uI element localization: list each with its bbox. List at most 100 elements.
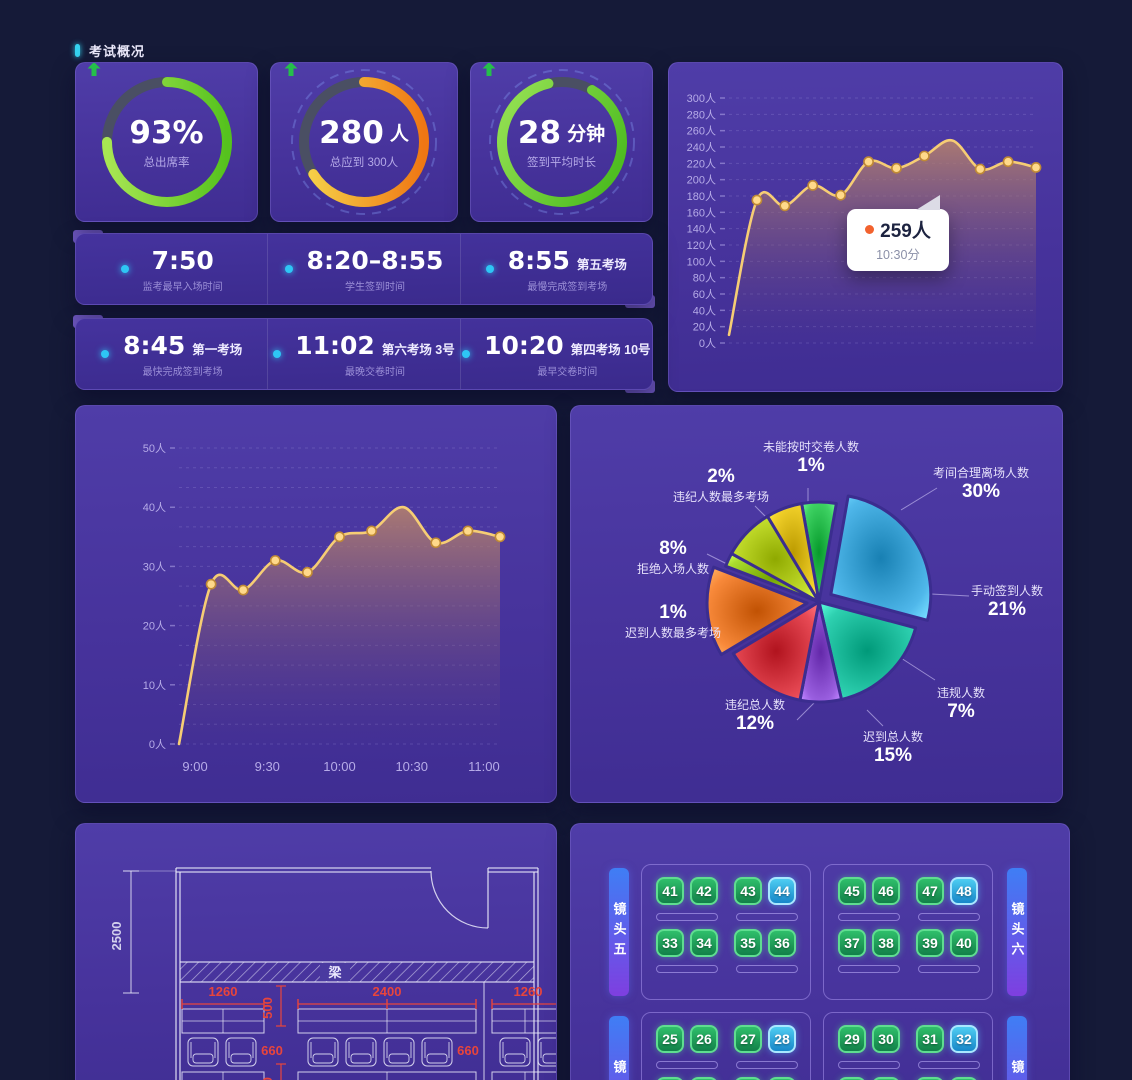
desk-icon bbox=[656, 913, 718, 921]
signin-trend-chart-panel: 0人 20人 40人 60人 80人 100人 120人 140人 160人 180人 200人 22… bbox=[668, 62, 1063, 392]
svg-text:180人: 180人 bbox=[687, 190, 716, 203]
gauge-value: 28 bbox=[517, 114, 562, 151]
svg-text:200人: 200人 bbox=[687, 174, 716, 187]
gauge-label: 签到平均时长 bbox=[527, 156, 596, 169]
seat-41[interactable]: 41 bbox=[656, 877, 684, 905]
gauge-value-line: 28 分钟 bbox=[482, 63, 606, 151]
seat-47[interactable]: 47 bbox=[916, 877, 944, 905]
svg-text:9:00: 9:00 bbox=[182, 759, 207, 774]
camera-label-left: 镜头五 bbox=[609, 868, 629, 996]
bullet-dot-icon bbox=[462, 350, 471, 358]
seat-27[interactable]: 27 bbox=[734, 1025, 762, 1053]
seat-42[interactable]: 42 bbox=[690, 877, 718, 905]
pie-slice-5[interactable] bbox=[705, 565, 809, 657]
up-arrow-icon bbox=[284, 63, 298, 76]
gauge-unit: 分钟 bbox=[567, 124, 606, 145]
pie-slice-4[interactable] bbox=[731, 600, 821, 702]
seat-31[interactable]: 31 bbox=[916, 1025, 944, 1053]
series-markers bbox=[751, 150, 1042, 212]
svg-text:30人: 30人 bbox=[143, 560, 166, 573]
gauge-value-line: 280 人 bbox=[284, 63, 409, 151]
seat-33[interactable]: 33 bbox=[656, 929, 684, 957]
time-stat-value: 7:50 bbox=[151, 245, 214, 275]
svg-text:1260: 1260 bbox=[514, 984, 543, 999]
time-stat-label: 最晚交卷时间 bbox=[344, 366, 405, 378]
time-stat-line: 8:55 第五考场 bbox=[508, 246, 627, 275]
floorplan-panel: 梁 2500 1260 2400 1260 500 660 660 500 bbox=[75, 823, 557, 1080]
seat-35[interactable]: 35 bbox=[734, 929, 762, 957]
exam-distribution-pie bbox=[705, 487, 970, 727]
pie-slice-2[interactable] bbox=[817, 600, 918, 701]
pie-label-pct: 8% bbox=[659, 538, 687, 559]
svg-text:10:30: 10:30 bbox=[395, 759, 428, 774]
svg-text:40人: 40人 bbox=[143, 501, 166, 514]
time-stat-line: 11:02 第六考场 3号 bbox=[295, 331, 455, 360]
gauge-unit: 人 bbox=[389, 124, 409, 145]
pie-label-1: 考间合理离场人数 30% bbox=[933, 464, 1029, 503]
svg-text:100人: 100人 bbox=[687, 255, 716, 268]
pie-label-name: 违纪人数最多考场 bbox=[672, 490, 770, 504]
desk-icon bbox=[736, 1061, 798, 1069]
seat-34[interactable]: 34 bbox=[690, 929, 718, 957]
camera-label-text: 镜头五 bbox=[611, 902, 627, 962]
room-trend-chart: 0人 10人 20人 30人 40人 50人 9:00 9:30 10:00 10:30 11:00 bbox=[143, 442, 506, 774]
time-stat-line: 7:50 bbox=[143, 246, 223, 275]
area-fill bbox=[179, 507, 500, 744]
seat-38[interactable]: 38 bbox=[872, 929, 900, 957]
time-stat-suffix: 第一考场 bbox=[192, 342, 243, 357]
time-stat-item: 11:02 第六考场 3号最晚交卷时间 bbox=[267, 319, 459, 389]
desk-icon bbox=[838, 913, 900, 921]
pie-slice-8[interactable] bbox=[765, 502, 821, 604]
time-stats-row-1: 7:50 监考最早入场时间 8:20–8:55 学生签到时间 8:55 第五考场 最慢完成签… bbox=[73, 230, 655, 308]
bullet-dot-icon bbox=[485, 265, 494, 273]
seat-39[interactable]: 39 bbox=[916, 929, 944, 957]
pie-label-7: 8% 拒绝入场人数 bbox=[637, 538, 709, 577]
tooltip-time: 10:30分 bbox=[876, 248, 920, 262]
exam-distribution-pie-panel: 未能按时交卷人数 1% 考间合理离场人数 30% 手动签到人数 21% 违规人数 7% 迟到总人… bbox=[570, 405, 1063, 803]
pie-label-name: 迟到人数最多考场 bbox=[624, 626, 722, 640]
svg-text:9:30: 9:30 bbox=[255, 759, 280, 774]
gauge-value-line: 93% bbox=[87, 63, 204, 151]
desk-icon bbox=[838, 965, 900, 973]
seat-block: 41 42 43 44 33 34 35 36 bbox=[641, 864, 811, 1000]
seat-30[interactable]: 30 bbox=[872, 1025, 900, 1053]
seat-29[interactable]: 29 bbox=[838, 1025, 866, 1053]
svg-text:280人: 280人 bbox=[687, 108, 716, 121]
time-stat-item: 8:45 第一考场 最快完成签到考场 bbox=[76, 319, 267, 389]
seat-45[interactable]: 45 bbox=[838, 877, 866, 905]
seat-block: 29 30 31 32 bbox=[823, 1012, 993, 1080]
seat-46[interactable]: 46 bbox=[872, 877, 900, 905]
x-axis-labels: 9:00 9:30 10:00 10:30 11:00 bbox=[182, 759, 499, 774]
time-stat-label: 最早交卷时间 bbox=[537, 366, 598, 378]
seat-48[interactable]: 48 bbox=[950, 877, 978, 905]
pie-label-pct: 12% bbox=[735, 713, 775, 734]
seat-44[interactable]: 44 bbox=[768, 877, 796, 905]
seat-32[interactable]: 32 bbox=[950, 1025, 978, 1053]
svg-text:10人: 10人 bbox=[143, 679, 166, 692]
desk-icon bbox=[656, 965, 718, 973]
time-stat-main: 10:20 第四考场 10号 最早交卷时间 bbox=[484, 331, 650, 378]
desk-icon bbox=[918, 913, 980, 921]
svg-text:10:00: 10:00 bbox=[323, 759, 356, 774]
svg-text:80人: 80人 bbox=[693, 272, 716, 285]
seat-26[interactable]: 26 bbox=[690, 1025, 718, 1053]
time-stat-main: 11:02 第六考场 3号最晚交卷时间 bbox=[295, 331, 455, 378]
pie-slice-1[interactable] bbox=[829, 494, 933, 622]
svg-text:220人: 220人 bbox=[687, 157, 716, 170]
gauge-label: 总出席率 bbox=[143, 156, 190, 169]
svg-text:11:00: 11:00 bbox=[468, 759, 500, 774]
seat-25[interactable]: 25 bbox=[656, 1025, 684, 1053]
pie-label-name: 未能按时交卷人数 bbox=[762, 440, 860, 454]
gauge-card-signin-duration: 28 分钟签到平均时长 bbox=[470, 62, 653, 222]
time-stat-suffix: 第五考场 bbox=[576, 257, 627, 272]
seat-37[interactable]: 37 bbox=[838, 929, 866, 957]
up-arrow-icon bbox=[482, 63, 495, 76]
seat-43[interactable]: 43 bbox=[734, 877, 762, 905]
time-stat-label: 监考最早入场时间 bbox=[142, 281, 223, 293]
time-stat-main: 8:55 第五考场 最慢完成签到考场 bbox=[508, 246, 627, 293]
seat-36[interactable]: 36 bbox=[768, 929, 796, 957]
seat-28[interactable]: 28 bbox=[768, 1025, 796, 1053]
seat-40[interactable]: 40 bbox=[950, 929, 978, 957]
time-stat-label: 最快完成签到考场 bbox=[142, 366, 223, 378]
